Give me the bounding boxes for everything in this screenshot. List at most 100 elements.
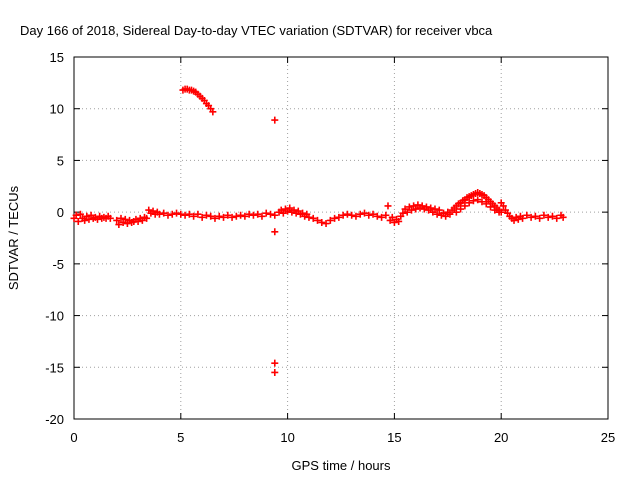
x-tick-label: 10: [280, 430, 294, 445]
data-point: [553, 214, 561, 222]
y-tick-labels: -20 -15 -10 -5 0 5 10 15: [45, 50, 64, 427]
data-point: [482, 200, 490, 208]
data-point: [326, 216, 334, 224]
data-point: [461, 202, 469, 210]
data-point: [523, 211, 531, 219]
data-point: [369, 210, 377, 218]
data-point: [403, 208, 411, 216]
data-point: [348, 211, 356, 219]
data-point: [427, 204, 435, 212]
data-point: [478, 198, 486, 206]
y-tick-label: -10: [45, 309, 64, 324]
data-point: [384, 202, 392, 210]
data-point: [305, 213, 313, 221]
data-point: [271, 211, 279, 219]
data-point: [465, 199, 473, 207]
data-point: [173, 209, 181, 217]
data-point: [322, 220, 330, 228]
data-point: [249, 211, 257, 219]
data-point: [373, 212, 381, 220]
y-tick-label: 0: [57, 205, 64, 220]
data-point: [457, 205, 465, 213]
data-point: [559, 213, 567, 221]
data-point: [115, 221, 123, 229]
x-tick-label: 20: [494, 430, 508, 445]
data-point: [352, 212, 360, 220]
x-tick-label: 25: [601, 430, 615, 445]
data-point: [544, 213, 552, 221]
plot-frame: [73, 56, 609, 420]
data-point: [228, 213, 236, 221]
data-point: [382, 211, 390, 219]
data-point: [168, 210, 176, 218]
data-point: [271, 116, 279, 124]
y-tick-label: 5: [57, 153, 64, 168]
x-tick-label: 15: [387, 430, 401, 445]
grid-lines: [74, 57, 608, 419]
data-point: [271, 368, 279, 376]
data-point: [113, 216, 121, 224]
data-point: [474, 196, 482, 204]
data-point: [232, 212, 240, 220]
y-tick-label: -20: [45, 412, 64, 427]
data-point: [245, 210, 253, 218]
x-tick-label: 5: [177, 430, 184, 445]
data-point: [202, 211, 210, 219]
axis-ticks: [73, 56, 609, 420]
data-point: [74, 217, 82, 225]
data-point: [286, 204, 294, 212]
y-tick-label: -15: [45, 360, 64, 375]
data-point: [185, 210, 193, 218]
y-tick-label: 15: [50, 50, 64, 65]
data-point: [241, 212, 249, 220]
data-point: [548, 212, 556, 220]
data-point: [194, 210, 202, 218]
data-point: [155, 210, 163, 218]
y-tick-label: 10: [50, 102, 64, 117]
data-point: [335, 213, 343, 221]
data-point: [435, 206, 443, 214]
data-point: [314, 216, 322, 224]
y-axis-label: SDTVAR / TECUs: [6, 185, 21, 290]
x-tick-label: 0: [70, 430, 77, 445]
data-point: [220, 213, 228, 221]
data-point: [258, 212, 266, 220]
data-points: [70, 85, 567, 376]
data-point: [262, 209, 270, 217]
data-point: [215, 212, 223, 220]
y-tick-label: -5: [52, 257, 64, 272]
data-point: [181, 211, 189, 219]
data-point: [190, 212, 198, 220]
x-axis-label: GPS time / hours: [292, 458, 391, 473]
data-point: [499, 202, 507, 210]
data-point: [407, 206, 415, 214]
data-point: [431, 205, 439, 213]
data-point: [495, 208, 503, 216]
data-point: [531, 212, 539, 220]
data-point: [536, 214, 544, 222]
data-point: [540, 211, 548, 219]
data-point: [254, 210, 262, 218]
data-point: [279, 209, 287, 217]
data-point: [452, 208, 460, 216]
data-point: [177, 210, 185, 218]
data-point: [309, 214, 317, 222]
data-point: [85, 215, 93, 223]
chart-title: Day 166 of 2018, Sidereal Day-to-day VTE…: [20, 23, 493, 38]
data-point: [487, 203, 495, 211]
data-point: [76, 210, 84, 218]
data-point: [339, 211, 347, 219]
data-point: [198, 213, 206, 221]
data-point: [519, 214, 527, 222]
data-point: [237, 211, 245, 219]
data-point: [442, 212, 450, 220]
data-point: [117, 214, 125, 222]
data-point: [318, 218, 326, 226]
data-point: [211, 214, 219, 222]
data-point: [356, 210, 364, 218]
data-point: [412, 205, 420, 213]
data-point: [207, 212, 215, 220]
data-point: [331, 214, 339, 222]
data-point: [365, 211, 373, 219]
